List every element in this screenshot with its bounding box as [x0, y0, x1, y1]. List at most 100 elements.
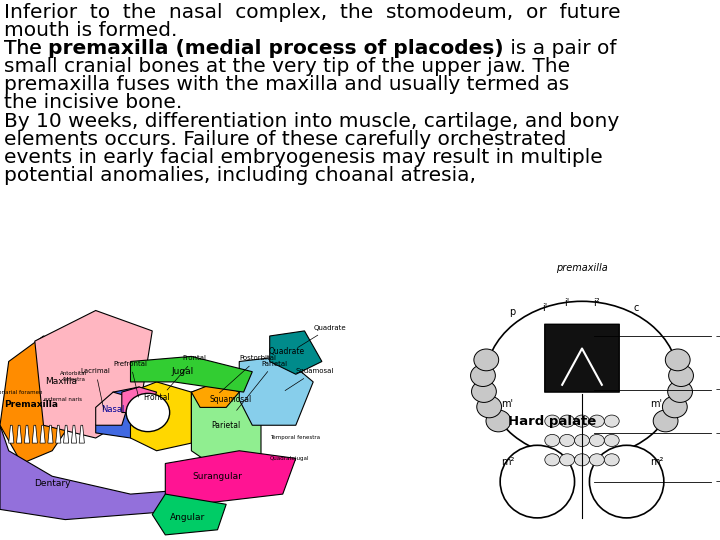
Text: Temporal fenestra: Temporal fenestra [270, 435, 320, 441]
Text: is a pair of: is a pair of [504, 39, 616, 58]
Text: potential anomalies, including choanal atresia,: potential anomalies, including choanal a… [4, 166, 476, 185]
Text: premaxilla: premaxilla [556, 264, 608, 273]
Text: Antorbital
fenestra: Antorbital fenestra [60, 372, 88, 382]
Polygon shape [32, 426, 37, 443]
Ellipse shape [590, 434, 604, 447]
Text: By 10 weeks, differentiation into muscle, cartilage, and bony: By 10 weeks, differentiation into muscle… [4, 112, 619, 131]
Text: The: The [4, 39, 48, 58]
Polygon shape [63, 426, 68, 443]
Ellipse shape [559, 454, 575, 466]
Text: — naso-pal. for.: — naso-pal. for. [716, 332, 720, 341]
Text: Parietal: Parietal [212, 421, 240, 430]
Text: m': m' [650, 399, 662, 409]
Ellipse shape [474, 349, 499, 371]
Text: Quadrate: Quadrate [298, 325, 346, 347]
Text: i': i' [542, 302, 547, 313]
Ellipse shape [604, 454, 619, 466]
Ellipse shape [545, 434, 559, 447]
Text: Jugal: Jugal [171, 367, 194, 376]
Polygon shape [96, 392, 130, 426]
Polygon shape [122, 387, 157, 413]
Text: Premaxilla: Premaxilla [4, 400, 58, 409]
Text: The: The [4, 39, 48, 58]
Ellipse shape [575, 454, 590, 466]
Ellipse shape [590, 446, 664, 518]
Ellipse shape [662, 396, 687, 418]
Text: Prefrontal: Prefrontal [114, 361, 148, 397]
Text: elements occurs. Failure of these carefully orchestrated: elements occurs. Failure of these carefu… [4, 130, 567, 149]
Text: premaxilla fuses with the maxilla and usually termed as: premaxilla fuses with the maxilla and us… [4, 75, 570, 94]
Text: Postorbital: Postorbital [220, 355, 276, 393]
Ellipse shape [665, 349, 690, 371]
Ellipse shape [559, 415, 575, 427]
Text: — palatal proc. of palatine: — palatal proc. of palatine [716, 477, 720, 486]
Ellipse shape [575, 415, 590, 427]
Ellipse shape [604, 415, 619, 427]
FancyBboxPatch shape [545, 325, 619, 392]
Ellipse shape [485, 301, 679, 458]
Text: i': i' [564, 298, 570, 308]
Text: p: p [510, 307, 516, 318]
Text: m²: m² [649, 457, 663, 467]
Text: Frontal: Frontal [143, 393, 170, 402]
Ellipse shape [559, 434, 575, 447]
Polygon shape [192, 382, 239, 407]
Text: m': m' [502, 399, 513, 409]
Ellipse shape [590, 454, 604, 466]
Ellipse shape [472, 381, 496, 402]
Polygon shape [71, 426, 76, 443]
Text: the incisive bone.: the incisive bone. [4, 93, 182, 112]
Text: — palatal proc. of max.: — palatal proc. of max. [716, 385, 720, 394]
Text: Squamosal: Squamosal [285, 368, 334, 390]
Text: premaxilla (medial process of placodes): premaxilla (medial process of placodes) [48, 39, 504, 58]
Ellipse shape [471, 364, 495, 387]
Text: mouth is formed.: mouth is formed. [4, 21, 177, 40]
Ellipse shape [545, 454, 559, 466]
Polygon shape [152, 494, 226, 535]
Text: Maxilla: Maxilla [45, 377, 77, 387]
Text: c: c [634, 302, 639, 313]
Text: i²: i² [593, 298, 600, 308]
Ellipse shape [486, 410, 510, 432]
Text: Quadratojugal: Quadratojugal [270, 456, 309, 461]
Text: Angular: Angular [169, 512, 204, 522]
Ellipse shape [667, 381, 693, 402]
Polygon shape [48, 426, 53, 443]
Text: Quadrate: Quadrate [269, 347, 305, 356]
Ellipse shape [545, 415, 559, 427]
Polygon shape [79, 426, 84, 443]
Text: — palatine foramen.: — palatine foramen. [716, 429, 720, 438]
Polygon shape [55, 426, 61, 443]
Polygon shape [0, 336, 96, 463]
Ellipse shape [653, 410, 678, 432]
Polygon shape [130, 356, 252, 392]
Ellipse shape [669, 364, 693, 387]
Text: Nasal: Nasal [102, 406, 125, 415]
Ellipse shape [500, 446, 575, 518]
Polygon shape [130, 382, 192, 451]
Text: Inferior  to  the  nasal  complex,  the  stomodeum,  or  future: Inferior to the nasal complex, the stomo… [4, 3, 621, 22]
Polygon shape [35, 310, 152, 438]
Polygon shape [40, 426, 45, 443]
Ellipse shape [575, 434, 590, 447]
Polygon shape [0, 426, 196, 519]
Text: Subnarial foramen: Subnarial foramen [0, 389, 42, 395]
Text: Parietal: Parietal [237, 361, 287, 410]
Text: Frontal: Frontal [167, 355, 207, 390]
Text: Dentary: Dentary [34, 480, 71, 488]
Polygon shape [17, 426, 22, 443]
Polygon shape [166, 451, 296, 504]
Text: events in early facial embryogenesis may result in multiple: events in early facial embryogenesis may… [4, 148, 603, 167]
Text: m²: m² [501, 457, 514, 467]
Ellipse shape [604, 434, 619, 447]
Polygon shape [24, 426, 30, 443]
Ellipse shape [590, 415, 604, 427]
Text: Squamosal: Squamosal [210, 395, 252, 404]
Text: external naris: external naris [43, 397, 81, 402]
Text: small cranial bones at the very tip of the upper jaw. The: small cranial bones at the very tip of t… [4, 57, 570, 76]
Text: Surangular: Surangular [192, 472, 243, 481]
Text: Lacrimal: Lacrimal [81, 368, 111, 410]
Text: Hard palate: Hard palate [508, 415, 596, 428]
Polygon shape [9, 426, 14, 443]
Polygon shape [96, 387, 157, 438]
